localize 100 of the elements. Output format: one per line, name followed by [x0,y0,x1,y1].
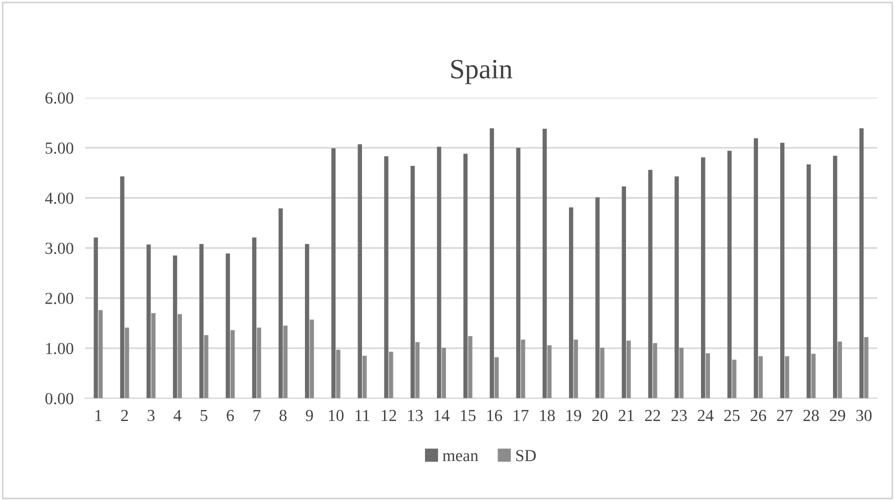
bar [358,144,362,398]
bar [838,342,842,398]
bar [310,320,314,398]
bar [754,138,758,398]
bar [520,340,526,398]
y-tick-label: 4.00 [45,192,74,204]
x-tick-label: 30 [856,410,872,422]
x-tick-label: 27 [777,410,793,421]
bar [146,244,151,398]
y-tick-label: 1.00 [46,342,74,354]
bar [648,170,652,398]
x-tick-label: 24 [698,410,714,421]
bar [674,176,679,398]
x-tick-label: 17 [514,410,529,421]
x-tick-label: 11 [356,410,370,421]
bar [622,186,626,398]
bar [98,310,103,398]
bar [410,166,415,398]
x-tick-label: 3 [148,410,155,422]
x-tick-label: 19 [566,410,582,422]
bar [304,244,310,398]
bar [652,343,658,398]
bar [811,354,816,398]
x-tick-label: 22 [645,410,660,421]
y-tick-label: 0.00 [45,392,74,404]
bar [199,244,204,398]
bar [283,326,288,398]
bar [124,328,130,398]
x-tick-label: 15 [460,410,476,422]
bar [226,254,230,398]
bar [336,350,340,398]
bar [151,313,156,398]
bar [468,336,472,398]
chart-title: Spain [451,60,512,84]
x-tick-label: 12 [382,410,396,421]
x-tick-label: 29 [830,410,846,422]
y-tick-label: 3.00 [46,242,74,254]
bar [415,342,420,398]
x-tick-label: 26 [750,410,766,422]
bar [278,208,283,398]
x-tick-label: 14 [434,410,450,421]
bar [436,146,442,398]
bar [542,128,547,398]
bar [600,348,604,398]
bar [388,352,394,398]
bar [494,357,499,398]
x-tick-label: 2 [121,410,128,421]
x-tick-label: 9 [306,410,313,422]
bar [331,148,336,398]
bar [595,197,600,398]
x-tick-label: 8 [280,410,287,422]
x-tick-label: 6 [226,410,234,422]
x-tick-label: 23 [671,410,687,422]
bar [490,128,494,398]
x-tick-label: 13 [408,410,423,422]
bar [568,207,574,398]
bar [679,348,684,398]
x-tick-label: 20 [592,410,608,422]
x-tick-label: 5 [200,410,208,422]
bar [384,156,388,398]
bar [547,345,552,398]
bar [172,256,178,398]
bar [706,353,710,398]
bar [120,176,124,398]
legend-label: mean [442,453,478,462]
bar [256,328,262,398]
bar [806,164,811,398]
x-tick-label: 21 [618,410,634,421]
x-tick-label: 7 [254,410,260,421]
bar [252,237,256,398]
x-tick-label: 25 [724,410,740,422]
bar [833,156,838,398]
legend-label: SD [516,450,536,462]
bar [94,237,98,398]
x-tick-label: 1 [96,410,102,421]
x-tick-label: 4 [174,410,182,421]
bar [626,340,631,398]
bar [864,337,868,398]
y-tick-label: 5.00 [46,142,74,154]
x-tick-label: 16 [487,410,502,422]
bar [362,356,367,398]
bar [758,356,763,398]
bar [732,360,736,398]
bar [516,148,520,398]
x-tick-label: 10 [328,410,344,422]
bar [230,330,235,398]
bar [574,340,578,398]
y-tick-label: 6.00 [45,92,74,104]
bar [178,314,182,398]
x-tick-label: 18 [540,410,555,422]
bar [859,128,864,398]
bar [780,142,784,398]
y-tick-label: 2.00 [45,292,74,304]
bar [463,154,468,398]
bar [784,356,790,398]
bar [700,157,706,398]
x-tick-label: 28 [803,410,819,422]
bar [442,348,446,398]
bar [204,335,208,398]
bar [727,150,732,398]
